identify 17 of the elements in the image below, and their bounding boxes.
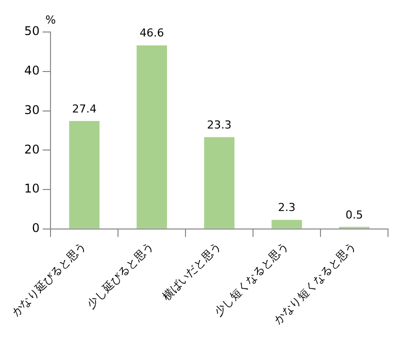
- y-tick-label: 0: [32, 221, 40, 236]
- bar: [204, 137, 234, 228]
- y-axis-title: %: [45, 13, 56, 26]
- data-label: 0.5: [346, 208, 364, 222]
- data-label: 46.6: [140, 26, 164, 40]
- data-label: 2.3: [278, 201, 296, 214]
- y-tick-label: 50: [24, 24, 40, 38]
- y-tick-label: 20: [24, 142, 40, 156]
- x-tick-label: 横ばいだと思う: [160, 240, 224, 304]
- data-label: 23.3: [207, 118, 232, 132]
- y-tick-label: 40: [24, 64, 40, 78]
- y-tick-label: 10: [24, 182, 40, 196]
- data-label: 27.4: [72, 102, 97, 116]
- y-tick-label: 30: [24, 102, 40, 117]
- bar: [272, 220, 302, 228]
- bar: [69, 120, 100, 228]
- bar: [136, 45, 167, 228]
